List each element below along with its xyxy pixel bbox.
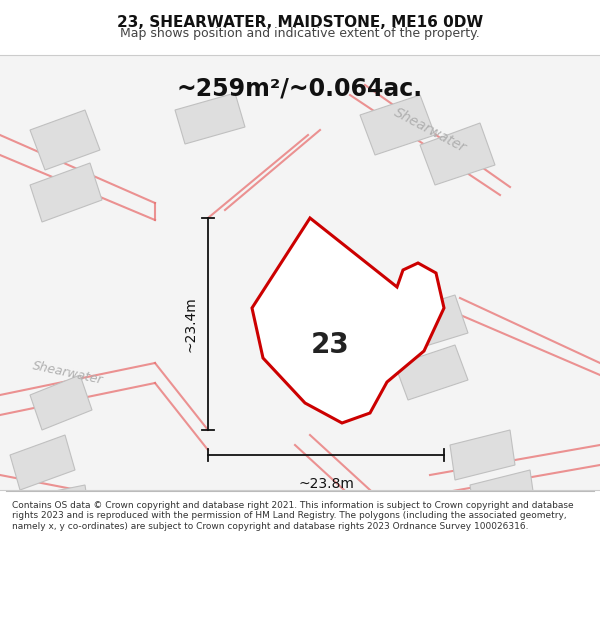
Polygon shape: [30, 110, 100, 170]
Text: ~259m²/~0.064ac.: ~259m²/~0.064ac.: [177, 77, 423, 101]
Text: ~23.4m: ~23.4m: [183, 296, 197, 352]
Polygon shape: [420, 123, 495, 185]
Polygon shape: [30, 375, 92, 430]
Polygon shape: [470, 470, 535, 520]
Text: Shearwater: Shearwater: [31, 359, 104, 387]
Polygon shape: [35, 485, 90, 530]
Text: Contains OS data © Crown copyright and database right 2021. This information is : Contains OS data © Crown copyright and d…: [12, 501, 574, 531]
Polygon shape: [310, 265, 378, 323]
Text: 23: 23: [311, 331, 349, 359]
Text: Map shows position and indicative extent of the property.: Map shows position and indicative extent…: [120, 27, 480, 39]
Polygon shape: [450, 430, 515, 480]
Polygon shape: [30, 163, 102, 222]
Polygon shape: [175, 93, 245, 144]
Polygon shape: [252, 218, 444, 423]
Text: Shearwater: Shearwater: [391, 105, 469, 155]
Polygon shape: [395, 345, 468, 400]
Polygon shape: [390, 295, 468, 353]
Polygon shape: [10, 435, 75, 490]
Polygon shape: [360, 95, 435, 155]
Text: 23, SHEARWATER, MAIDSTONE, ME16 0DW: 23, SHEARWATER, MAIDSTONE, ME16 0DW: [117, 16, 483, 31]
Text: ~23.8m: ~23.8m: [298, 477, 354, 491]
